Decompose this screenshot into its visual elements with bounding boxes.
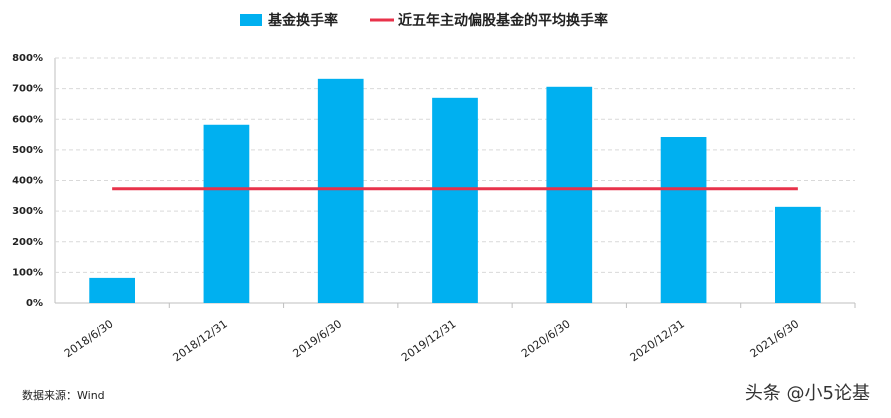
- bar: [546, 86, 593, 303]
- source: 数据来源：Wind: [22, 388, 105, 402]
- x-tick-label: 2019/12/31: [399, 317, 458, 364]
- legend-label: 基金换手率: [268, 12, 338, 29]
- y-tick-label: 400%: [12, 176, 43, 187]
- bar: [775, 206, 821, 303]
- y-tick-label: 700%: [12, 84, 43, 95]
- bar: [89, 277, 135, 303]
- watermark: 头条 @小5论基: [745, 383, 870, 404]
- x-tick-label: 2020/12/31: [628, 317, 687, 364]
- x-tick-label: 2019/6/30: [290, 317, 344, 360]
- bar: [203, 124, 250, 303]
- bar: [660, 137, 707, 303]
- legend-label: 近五年主动偏股基金的平均换手率: [398, 12, 608, 29]
- y-tick-label: 300%: [12, 206, 43, 217]
- bar: [432, 97, 478, 303]
- x-tick-label: 2021/6/30: [748, 317, 802, 360]
- y-tick-label: 600%: [12, 114, 43, 125]
- x-tick-label: 2020/6/30: [519, 317, 573, 360]
- x-tick-label: 2018/6/30: [62, 317, 116, 360]
- legend-swatch: [240, 14, 262, 26]
- y-tick-label: 0%: [26, 298, 43, 309]
- bar: [317, 78, 364, 303]
- y-tick-label: 100%: [12, 267, 43, 278]
- y-tick-label: 800%: [12, 53, 43, 64]
- x-tick-label: 2018/12/31: [170, 317, 229, 364]
- y-tick-label: 200%: [12, 237, 43, 248]
- y-tick-label: 500%: [12, 145, 43, 156]
